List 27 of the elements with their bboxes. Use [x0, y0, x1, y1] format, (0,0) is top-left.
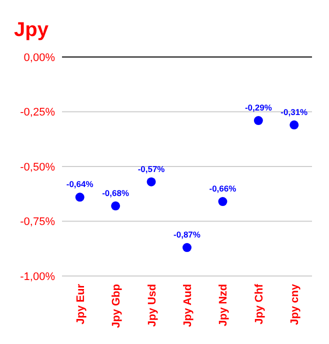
data-label: -0,57% [138, 164, 166, 174]
point [146, 177, 156, 186]
x-tick-label: Jpy Gbp [110, 284, 123, 328]
x-tick-label: Jpy Usd [146, 284, 158, 327]
y-tick-label: -1,00% [20, 270, 56, 283]
point [218, 197, 228, 206]
point [111, 201, 120, 210]
y-tick-label: -0,75% [20, 216, 56, 228]
data-label: -0,68% [102, 188, 130, 198]
y-tick-label: 0,00% [24, 52, 56, 64]
y-tick-label: -0,25% [20, 106, 56, 119]
data-label: -0,66% [209, 184, 237, 194]
data-label: -0,87% [174, 230, 201, 240]
data-label: -0,31% [280, 106, 308, 117]
data-label: -0,29% [244, 102, 272, 113]
x-tick-label: Jpy Chf [253, 284, 266, 324]
x-tick-label: Jpy Nzd [218, 284, 230, 326]
point [182, 243, 192, 252]
y-tick-label: -0,50% [20, 161, 56, 174]
x-tick-label: Jpy cny [289, 283, 302, 325]
x-tick-label: Jpy Aud [182, 284, 194, 327]
point [290, 120, 299, 130]
point [75, 192, 84, 202]
data-label: -0,64% [66, 179, 94, 190]
point [254, 116, 263, 126]
chart-title: Jpy [14, 19, 50, 41]
x-tick-label: Jpy Eur [74, 283, 87, 324]
